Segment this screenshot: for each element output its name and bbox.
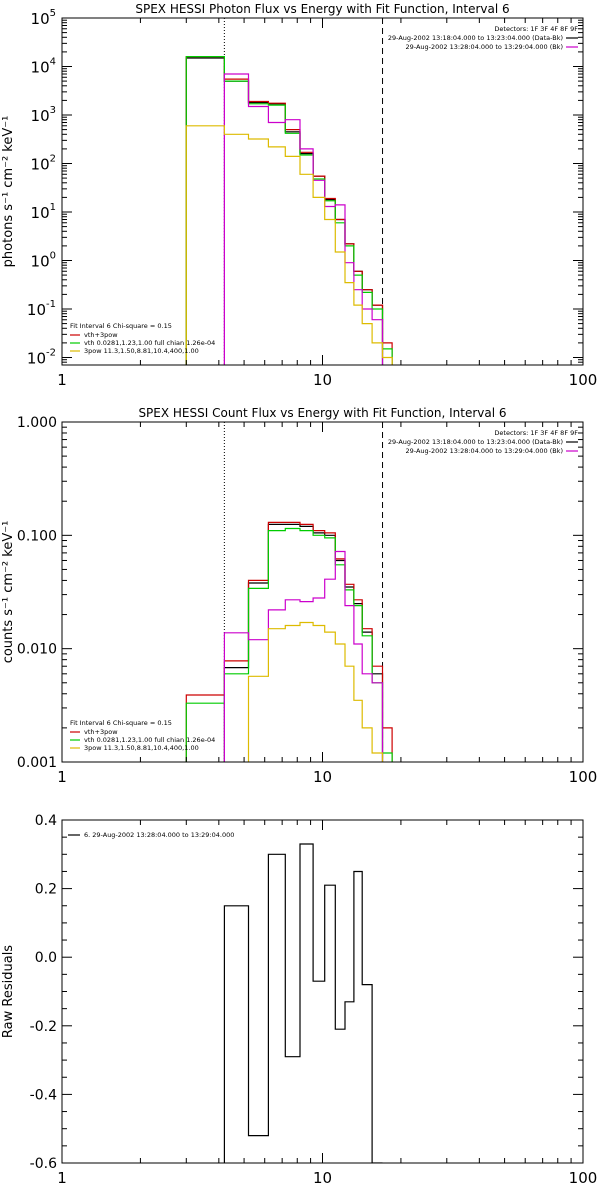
chart-title: SPEX HESSI Count Flux vs Energy with Fit… [138, 406, 506, 420]
y-tick-exponent: 5 [50, 8, 56, 19]
y-tick-label: 1.000 [17, 415, 57, 431]
chart-title: SPEX HESSI Photon Flux vs Energy with Fi… [135, 2, 509, 16]
y-tick-exponent: 4 [50, 56, 56, 67]
x-tick-label: 10 [313, 1169, 332, 1187]
plot-frame [61, 17, 584, 366]
y-tick-exponent: 3 [50, 105, 56, 116]
legend-entry: 29-Aug-2002 13:28:04.000 to 13:29:04.000… [406, 447, 563, 455]
y-tick-base: 10 [31, 204, 50, 222]
y-tick-base: 10 [31, 58, 50, 76]
plot-frame [61, 421, 584, 763]
y-tick-label: 10-1 [27, 299, 56, 319]
y-tick-label: 0.0 [35, 950, 57, 966]
series-4-histogram [247, 621, 384, 762]
x-tick-label: 1 [57, 768, 67, 786]
y-tick-exponent: -2 [46, 347, 56, 358]
fit-legend-entry: vth 0.0281,1.23,1.00 full chian 1.26e-04 [84, 736, 215, 744]
x-tick-label: 100 [569, 1169, 598, 1187]
y-tick-base: 10 [31, 252, 50, 270]
x-tick-label: 10 [313, 768, 332, 786]
y-tick-base: 10 [31, 107, 50, 125]
y-tick-exponent: -1 [46, 299, 56, 310]
y-tick-exponent: 1 [50, 202, 56, 213]
legend-entry: 6. 29-Aug-2002 13:28:04.000 to 13:29:04.… [84, 831, 234, 839]
series-0-histogram [185, 57, 384, 365]
x-tick-label: 100 [569, 768, 598, 786]
y-tick-label: -0.4 [30, 1087, 57, 1103]
fit-legend-entry: 3pow 11.3,1.50,8.81,10.4,400,1.00 [84, 744, 199, 752]
fit-legend-entry: vth+3pow [84, 331, 118, 339]
y-tick-label: -0.2 [30, 1019, 57, 1035]
y-tick-base: 10 [27, 301, 46, 319]
fit-legend-header: Fit Interval 6 Chi-square = 0.15 [70, 322, 172, 330]
residuals-panel: Raw Residuals 1 10 100 -0.6 -0.4 -0.2 0.0 0.2 0.4… [1, 813, 597, 1187]
legend-entry: 29-Aug-2002 13:18:04.000 to 13:23:04.000… [388, 438, 563, 446]
legend-header: Detectors: 1F 3F 4F 8F 9F [494, 25, 578, 33]
y-tick-label: 0.4 [35, 813, 57, 829]
y-tick-base: 10 [31, 155, 50, 173]
series-3-histogram [223, 73, 384, 365]
y-tick-label: 0.001 [17, 755, 57, 771]
photon-flux-panel: SPEX HESSI Photon Flux vs Energy with Fi… [1, 2, 597, 389]
y-tick-label: -0.6 [30, 1156, 57, 1172]
x-tick-label: 10 [313, 371, 332, 389]
y-tick-label: 0.2 [35, 882, 57, 898]
y-tick-label: 10-2 [27, 347, 56, 367]
legend-header: Detectors: 1F 3F 4F 8F 9F [494, 429, 578, 437]
x-tick-label: 1 [57, 1169, 67, 1187]
series-0-histogram [223, 843, 383, 1163]
series-2-histogram [185, 527, 393, 762]
fit-legend-entry: vth 0.0281,1.23,1.00 full chian 1.26e-04 [84, 339, 215, 347]
y-tick-label: 0.100 [17, 528, 57, 544]
fit-legend-header: Fit Interval 6 Chi-square = 0.15 [70, 719, 172, 727]
legend-entry: 29-Aug-2002 13:28:04.000 to 13:29:04.000… [406, 43, 563, 51]
series-2-histogram [185, 56, 393, 365]
y-tick-label: 103 [31, 105, 56, 125]
fit-legend-entry: 3pow 11.3,1.50,8.81,10.4,400,1.00 [84, 347, 199, 355]
y-tick-base: 10 [27, 349, 46, 367]
x-tick-label: 1 [57, 371, 67, 389]
y-tick-label: 102 [31, 153, 56, 173]
count-flux-panel: SPEX HESSI Count Flux vs Energy with Fit… [1, 406, 597, 786]
series-1-histogram [185, 521, 393, 762]
series-1-histogram [185, 56, 393, 365]
plot-frame [61, 819, 584, 1164]
y-axis-label: photons s⁻¹ cm⁻² keV⁻¹ [1, 116, 16, 268]
y-tick-label: 105 [31, 8, 56, 28]
y-tick-label: 101 [31, 202, 56, 222]
y-axis-label: counts s⁻¹ cm⁻² keV⁻¹ [1, 521, 16, 664]
y-axis-label: Raw Residuals [1, 945, 16, 1038]
x-tick-label: 100 [569, 371, 598, 389]
legend-entry: 29-Aug-2002 13:18:04.000 to 13:23:04.000… [388, 34, 563, 42]
y-tick-exponent: 2 [50, 153, 56, 164]
y-tick-base: 10 [31, 10, 50, 28]
fit-legend-entry: vth+3pow [84, 728, 118, 736]
y-tick-exponent: 0 [50, 250, 56, 261]
y-tick-label: 100 [31, 250, 56, 270]
y-tick-label: 104 [31, 56, 56, 76]
y-tick-label: 0.010 [17, 642, 57, 658]
series-4-histogram [185, 125, 393, 365]
